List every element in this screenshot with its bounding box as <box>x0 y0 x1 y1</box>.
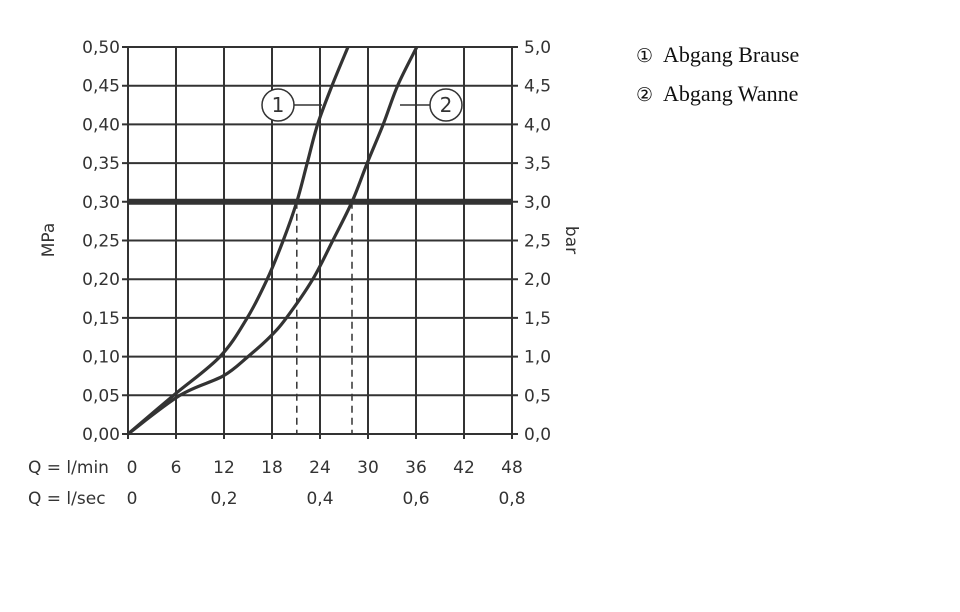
x-tick-label: 12 <box>213 458 235 478</box>
x-tick-label: 42 <box>453 458 475 478</box>
callout-label-2: 2 <box>440 93 453 117</box>
y2-tick-label: 4,5 <box>524 77 551 97</box>
x-tick-label: 24 <box>309 458 331 478</box>
x-tick-label: 0,2 <box>210 489 237 509</box>
x-axis-label: Q = l/sec <box>28 489 106 509</box>
x-tick-label: 48 <box>501 458 523 478</box>
x-tick-label: 18 <box>261 458 283 478</box>
y2-tick-label: 2,0 <box>524 270 551 290</box>
y2-tick-label: 3,0 <box>524 193 551 213</box>
y-tick-label: 0,25 <box>82 232 120 252</box>
y-tick-label: 0,15 <box>82 309 120 329</box>
y-tick-label: 0,40 <box>82 115 120 135</box>
series-line-2 <box>127 46 419 436</box>
x-tick-label: 6 <box>171 458 182 478</box>
y-tick-label: 0,20 <box>82 270 120 290</box>
legend-label-1: Abgang Brause <box>663 42 800 67</box>
x-tick-label: 0,8 <box>498 489 525 509</box>
y2-tick-label: 3,5 <box>524 154 551 174</box>
x-tick-label: 0 <box>127 489 138 509</box>
callout-label-1: 1 <box>272 93 285 117</box>
y2-tick-label: 0,0 <box>524 425 551 445</box>
y2-tick-label: 1,5 <box>524 309 551 329</box>
x-tick-label: 30 <box>357 458 379 478</box>
legend-marker-1: ① <box>636 45 654 67</box>
x-tick-label: 0,6 <box>402 489 429 509</box>
y2-tick-label: 2,5 <box>524 232 551 252</box>
x-tick-label: 0 <box>127 458 138 478</box>
y-tick-label: 0,05 <box>82 386 120 406</box>
y2-tick-label: 1,0 <box>524 348 551 368</box>
x-tick-label: 36 <box>405 458 427 478</box>
x-tick-label: 0,4 <box>306 489 333 509</box>
y-tick-label: 0,10 <box>82 348 120 368</box>
x-axis-label: Q = l/min <box>28 458 109 478</box>
legend-item-1: ① Abgang Brause <box>636 42 799 68</box>
callout-circle-2 <box>429 88 463 122</box>
series-line-1 <box>126 46 350 436</box>
legend-marker-2: ② <box>636 84 654 106</box>
y-tick-label: 0,00 <box>82 425 120 445</box>
y2-tick-label: 5,0 <box>524 38 551 58</box>
callout-circle-1 <box>261 88 295 122</box>
y-tick-label: 0,30 <box>82 193 120 213</box>
y2-axis-title: bar <box>561 226 581 254</box>
y2-tick-label: 0,5 <box>524 386 551 406</box>
y-tick-label: 0,35 <box>82 154 120 174</box>
y2-tick-label: 4,0 <box>524 115 551 135</box>
y-axis-title: MPa <box>39 223 59 258</box>
y-tick-label: 0,50 <box>82 38 120 58</box>
y-tick-label: 0,45 <box>82 77 120 97</box>
legend-item-2: ② Abgang Wanne <box>636 81 798 107</box>
legend-label-2: Abgang Wanne <box>663 81 799 106</box>
